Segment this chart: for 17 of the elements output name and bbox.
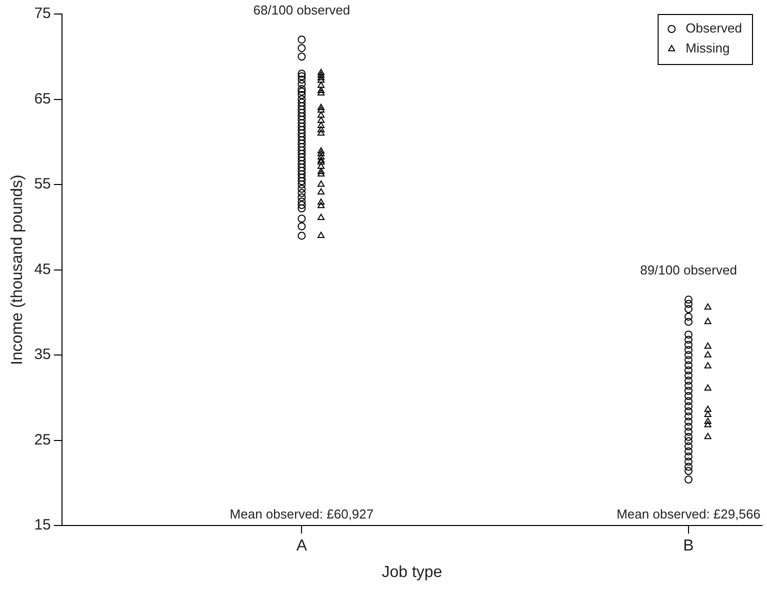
annotation: 89/100 observed [640, 262, 737, 278]
y-tick-label: 35 [34, 346, 51, 364]
y-tick-label: 45 [34, 260, 51, 278]
annotation: Mean observed: £60,927 [230, 506, 374, 522]
x-tick-label: B [683, 538, 694, 555]
x-axis-title: Job type [382, 564, 442, 581]
y-tick-label: 55 [34, 176, 51, 193]
y-axis-title: Income (thousand pounds) [9, 174, 26, 365]
y-tick-label: 65 [34, 90, 51, 108]
annotation: 68/100 observed [253, 2, 350, 18]
annotation: Mean observed: £29,566 [616, 506, 760, 522]
y-tick-label: 25 [34, 431, 51, 448]
y-tick-label: 75 [34, 5, 51, 22]
y-tick-label: 15 [34, 516, 51, 534]
legend-label: Observed [686, 20, 742, 36]
legend-label: Missing [686, 40, 730, 56]
x-tick-label: A [296, 538, 308, 555]
